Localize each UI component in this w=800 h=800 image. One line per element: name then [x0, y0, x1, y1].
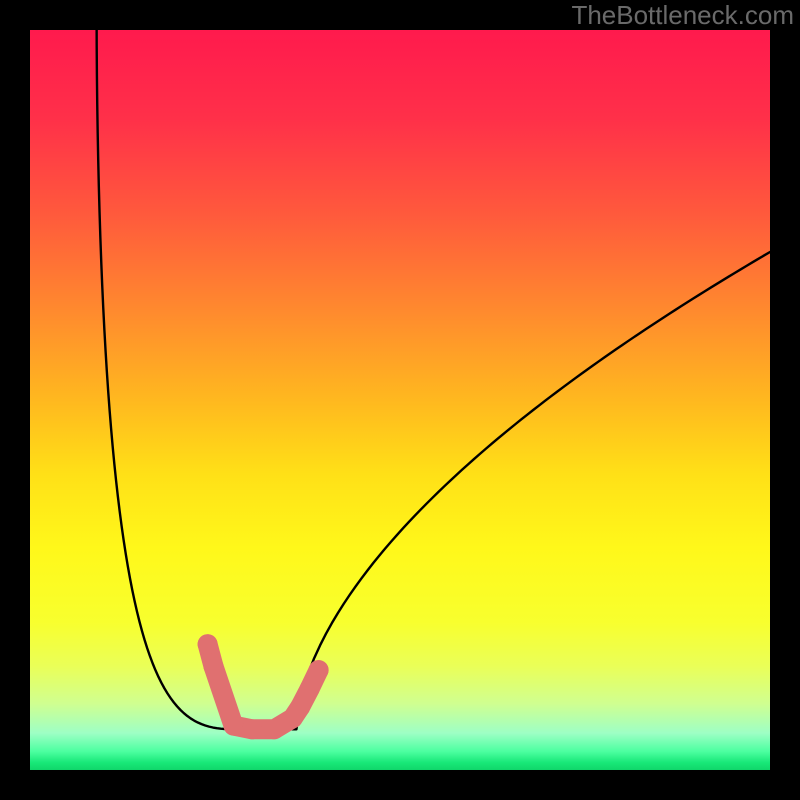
chart-stage: TheBottleneck.com — [0, 0, 800, 800]
chart-svg — [0, 0, 800, 800]
marker-dot — [242, 719, 262, 739]
marker-dot — [264, 719, 284, 739]
marker-dot — [198, 634, 218, 654]
marker-dot — [290, 697, 310, 717]
plot-background — [30, 30, 770, 770]
marker-dot — [309, 660, 329, 680]
marker-dot — [204, 656, 224, 676]
marker-dot — [300, 679, 320, 699]
watermark-text: TheBottleneck.com — [571, 0, 794, 31]
marker-dot — [224, 716, 244, 736]
